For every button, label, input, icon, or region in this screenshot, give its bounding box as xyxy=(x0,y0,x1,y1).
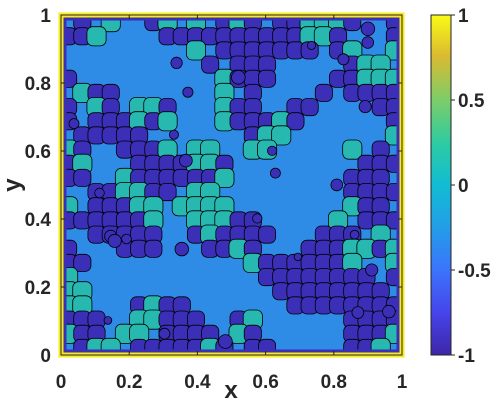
contour-ring xyxy=(158,327,171,340)
x-tick-label: 0.8 xyxy=(321,372,347,393)
contour-ring xyxy=(293,252,303,262)
contour-ring xyxy=(121,233,132,245)
boundary-inner-band xyxy=(63,17,400,353)
colorbar xyxy=(430,14,452,356)
contour-high-region xyxy=(342,139,363,160)
contour-ring xyxy=(252,213,263,224)
y-tick-label: 1 xyxy=(40,6,51,27)
y-tick-label: 0.2 xyxy=(25,278,51,299)
contour-ring xyxy=(365,263,379,277)
x-ticks: 0 0.2 0.4 0.6 0.8 1 xyxy=(56,15,408,393)
contour-ring xyxy=(182,86,194,98)
y-tick-label: 0.8 xyxy=(25,74,51,95)
contour-low-region xyxy=(300,98,319,117)
contour-ring xyxy=(382,304,396,319)
contour-high-region xyxy=(86,26,107,47)
contour-ring xyxy=(306,40,316,50)
contour-field xyxy=(61,15,402,355)
contour-ring xyxy=(361,36,375,49)
plot-frame xyxy=(60,14,403,356)
contour-ring xyxy=(266,145,278,156)
contour-ring xyxy=(358,100,372,114)
x-tick-label: 0.2 xyxy=(116,372,142,393)
x-tick-label: 0.4 xyxy=(184,372,211,393)
contour-low-region xyxy=(201,55,220,74)
colorbar-tick-label: 0 xyxy=(458,176,469,197)
contour-low-region xyxy=(144,239,163,258)
y-tick-label: 0 xyxy=(40,346,51,367)
colorbar-tick-label: -1 xyxy=(458,346,475,367)
contour-ring xyxy=(168,129,179,140)
y-tick-label: 0.4 xyxy=(25,210,52,231)
y-tick-label: 0.6 xyxy=(25,142,51,163)
contour-high-region xyxy=(185,40,206,61)
contour-ring xyxy=(170,56,183,70)
y-axis-label: y xyxy=(0,178,26,192)
contour-low-region xyxy=(73,168,92,187)
colorbar-ticks: 1 0.5 0 -0.5 -1 xyxy=(451,6,491,367)
contour-ring xyxy=(330,178,344,192)
contour-low-region xyxy=(286,112,305,131)
x-tick-label: 1 xyxy=(397,372,408,393)
contour-ring xyxy=(107,233,122,248)
x-tick-label: 0 xyxy=(56,372,67,393)
contour-low-region xyxy=(158,183,177,202)
contour-ring xyxy=(269,167,281,179)
contour-low-region xyxy=(258,225,277,244)
colorbar-tick-label: 0.5 xyxy=(458,91,485,112)
contour-high-region xyxy=(157,111,178,132)
contour-ring xyxy=(231,70,246,85)
contour-ring xyxy=(174,241,190,257)
contour-ring xyxy=(103,316,113,325)
contour-ring xyxy=(68,118,80,129)
contour-ring xyxy=(218,334,233,349)
contour-ring xyxy=(360,21,376,37)
contour-high-region xyxy=(214,167,235,188)
contour-low-region xyxy=(314,83,333,102)
y-ticks: 0 0.2 0.4 0.6 0.8 1 xyxy=(25,6,402,367)
contour-ring xyxy=(349,229,360,240)
contour-low-region xyxy=(258,69,277,88)
colorbar-tick-label: 1 xyxy=(458,6,469,27)
contour-ring xyxy=(351,306,365,319)
contour-ring xyxy=(179,153,193,168)
x-tick-label: 0.6 xyxy=(252,372,278,393)
contour-ring xyxy=(94,187,105,199)
contour-low-region xyxy=(73,253,92,272)
x-axis-label: x xyxy=(224,377,238,402)
contour-high-region xyxy=(271,125,292,146)
contour-ring xyxy=(337,53,350,66)
colorbar-tick-label: -0.5 xyxy=(458,261,491,282)
